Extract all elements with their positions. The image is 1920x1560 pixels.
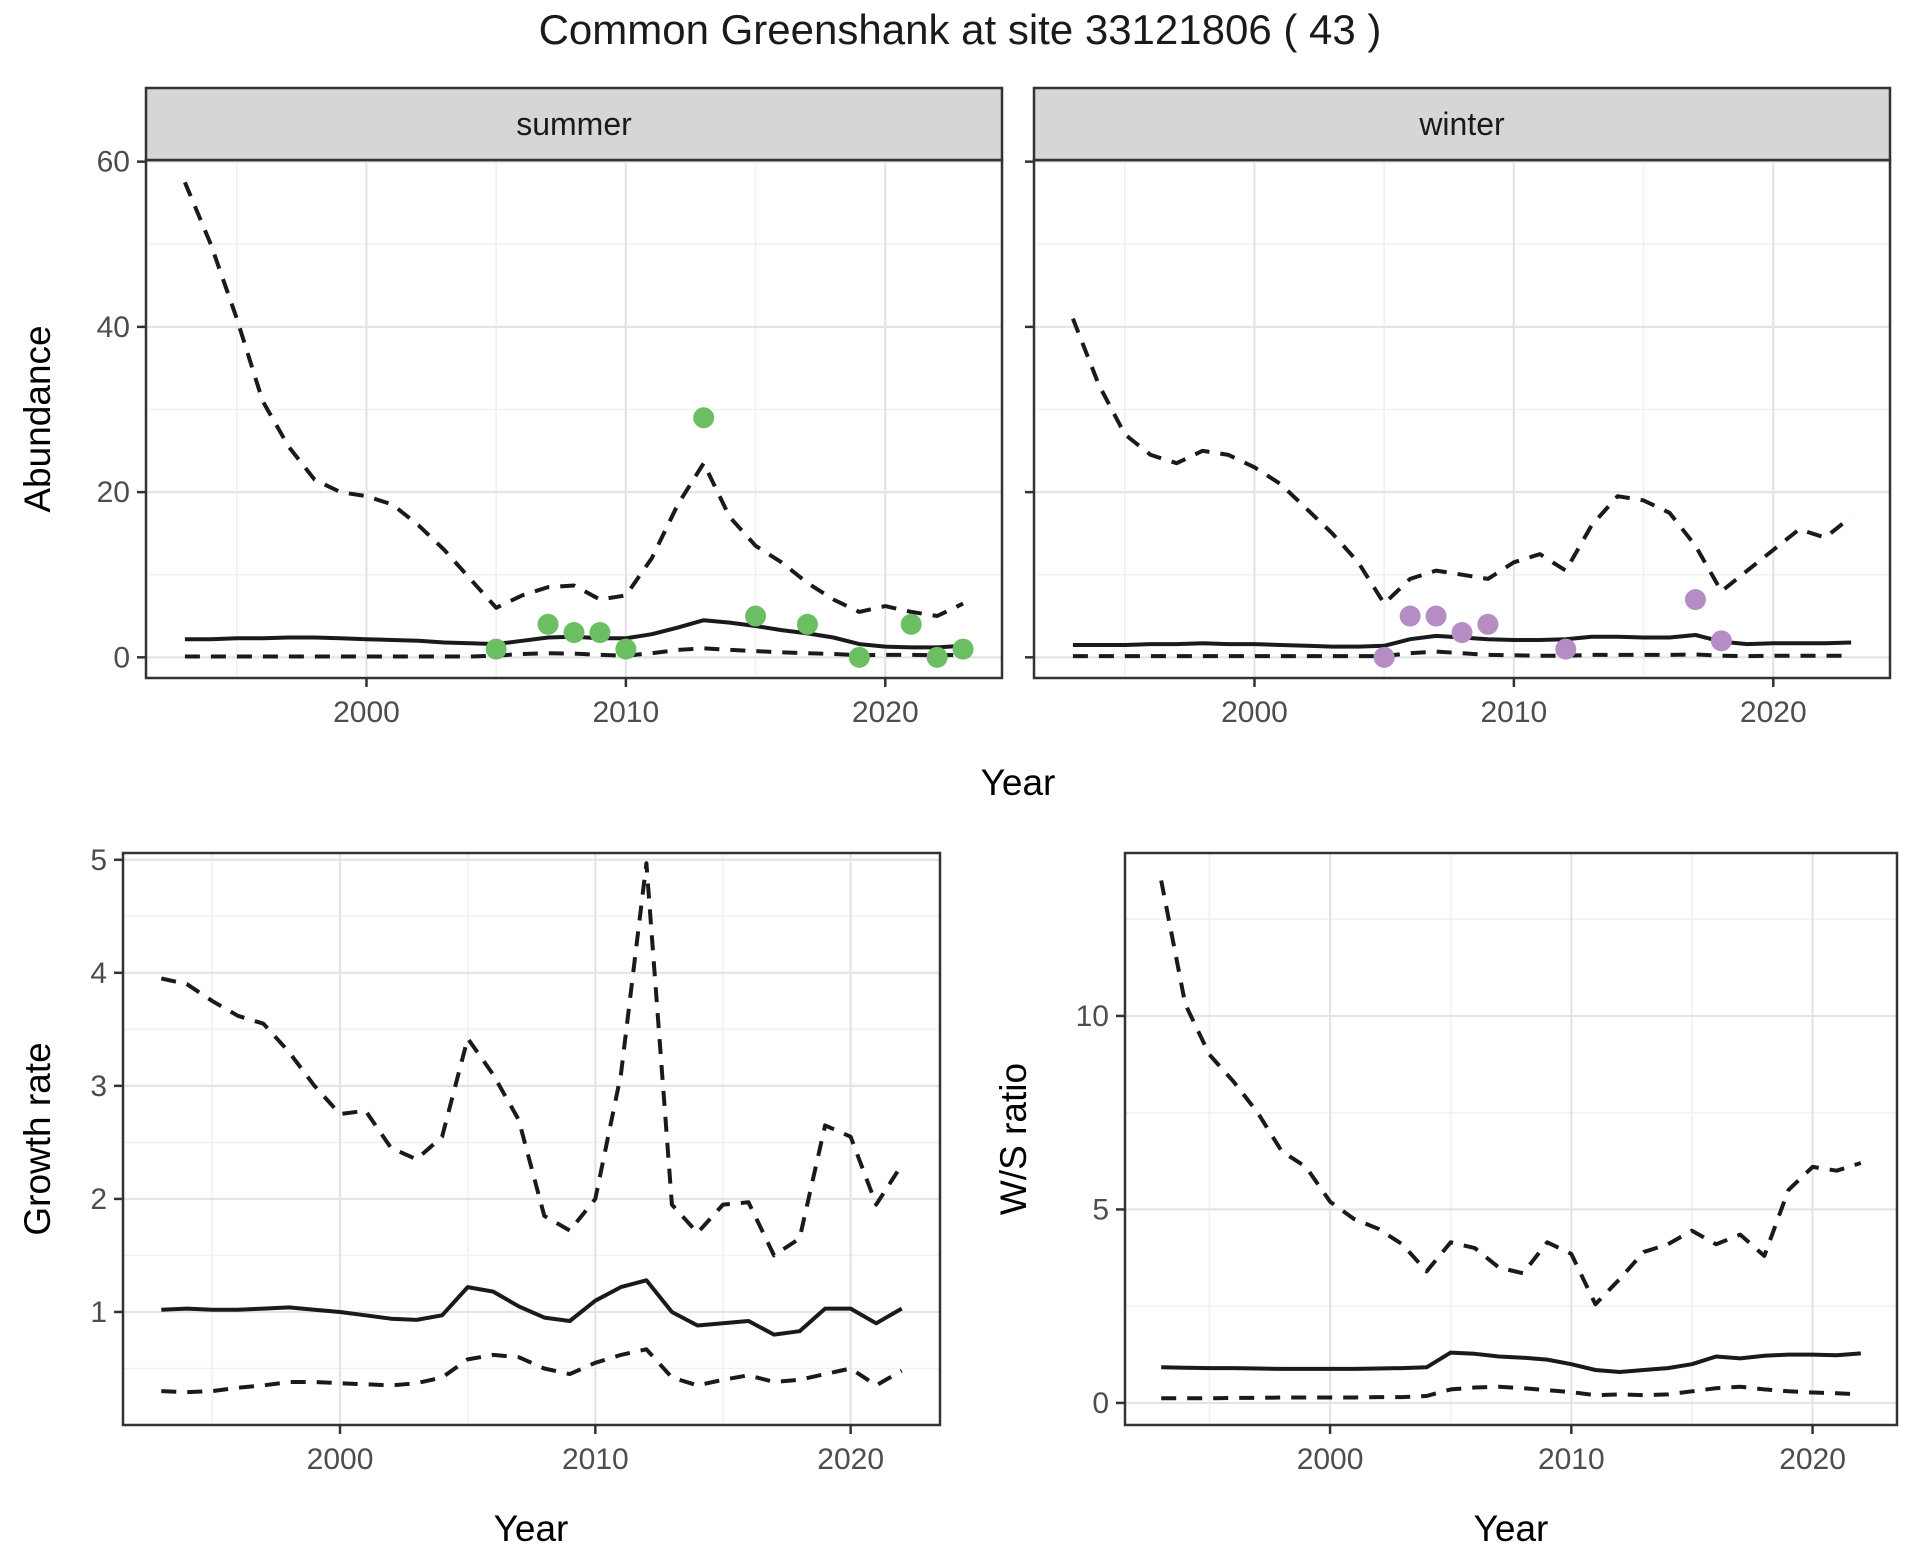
y-axis-title-growth-rate: Growth rate [17, 1042, 58, 1236]
x-axis-title-year-growth: Year [493, 1508, 569, 1549]
y-tick-label: 0 [113, 641, 130, 674]
y-axis-title-ws-ratio: W/S ratio [993, 1062, 1034, 1216]
observation-point [485, 638, 507, 660]
x-axis-title-year-ws: Year [1473, 1508, 1549, 1549]
observation-point [589, 622, 611, 644]
panel-ws-ratio: 2000 2010 2020 0 5 10 [1076, 851, 1899, 1476]
observation-point [1684, 589, 1706, 611]
panel-border [1123, 851, 1899, 1427]
y-tick-label: 20 [97, 476, 130, 509]
y-tick-label: 4 [90, 957, 107, 990]
upper_ci-line [183, 181, 964, 618]
panel-abundance-summer: 2000 2010 2020 0 20 40 60 [97, 86, 1004, 729]
x-tick-label: 2010 [562, 1443, 629, 1476]
observation-point [563, 622, 585, 644]
x-tick-label: 2010 [593, 696, 660, 729]
x-tick-label: 2010 [1481, 696, 1548, 729]
panel-background [1034, 160, 1890, 678]
panel-background [146, 160, 1002, 678]
observation-point [745, 605, 767, 627]
y-tick-label: 60 [97, 146, 130, 179]
x-tick-label: 2020 [1779, 1443, 1846, 1476]
y-tick-label: 2 [90, 1183, 107, 1216]
x-axis-title-year-top: Year [980, 762, 1056, 803]
figure-title: Common Greenshank at site 33121806 ( 43 … [538, 6, 1382, 53]
upper_ci-line [1159, 880, 1862, 1307]
y-tick-label: 40 [97, 311, 130, 344]
y-tick-label: 3 [90, 1070, 107, 1103]
x-tick-label: 2000 [1297, 1443, 1364, 1476]
y-tick-label: 10 [1076, 1000, 1109, 1033]
x-tick-label: 2020 [852, 696, 919, 729]
upper_ci-line [160, 861, 904, 1258]
x-tick-label: 2000 [333, 696, 400, 729]
observation-point [1477, 613, 1499, 635]
observation-point [1373, 646, 1395, 668]
observation-point [1425, 605, 1447, 627]
observation-point [796, 613, 818, 635]
median-line [161, 1278, 903, 1337]
facet-strip-label-winter: winter [1419, 106, 1505, 142]
observation-point [615, 638, 637, 660]
y-tick-label: 5 [1092, 1193, 1109, 1226]
facet-strip [144, 86, 1004, 162]
observation-point [537, 613, 559, 635]
observation-point [693, 407, 715, 429]
x-tick-label: 2020 [817, 1443, 884, 1476]
y-tick-label: 1 [90, 1296, 107, 1329]
observation-point [1451, 622, 1473, 644]
observation-point [926, 646, 948, 668]
x-tick-label: 2010 [1538, 1443, 1605, 1476]
panel-background [1125, 853, 1897, 1425]
upper_ci-line [1071, 317, 1853, 606]
x-tick-label: 2020 [1740, 696, 1807, 729]
x-tick-label: 2000 [1221, 696, 1288, 729]
panel-abundance-winter: 2000 2010 2020 [1025, 86, 1892, 729]
observation-point [952, 638, 974, 660]
observation-point [1399, 605, 1421, 627]
panel-border [121, 851, 942, 1427]
median-line [1161, 1350, 1861, 1374]
observation-point [848, 646, 870, 668]
y-tick-label: 0 [1092, 1387, 1109, 1420]
facet-strip [1032, 86, 1892, 162]
observation-point [1555, 638, 1577, 660]
y-tick-label: 5 [90, 844, 107, 877]
panel-background [123, 853, 940, 1425]
observation-point [900, 613, 922, 635]
lower_ci-line [1161, 1384, 1861, 1401]
panel-growth-rate: 2000 2010 2020 1 2 3 4 5 [90, 844, 942, 1476]
observation-point [1710, 630, 1732, 652]
facet-strip-label-summer: summer [516, 106, 632, 142]
y-axis-title-abundance: Abundance [17, 325, 58, 513]
x-tick-label: 2000 [307, 1443, 374, 1476]
